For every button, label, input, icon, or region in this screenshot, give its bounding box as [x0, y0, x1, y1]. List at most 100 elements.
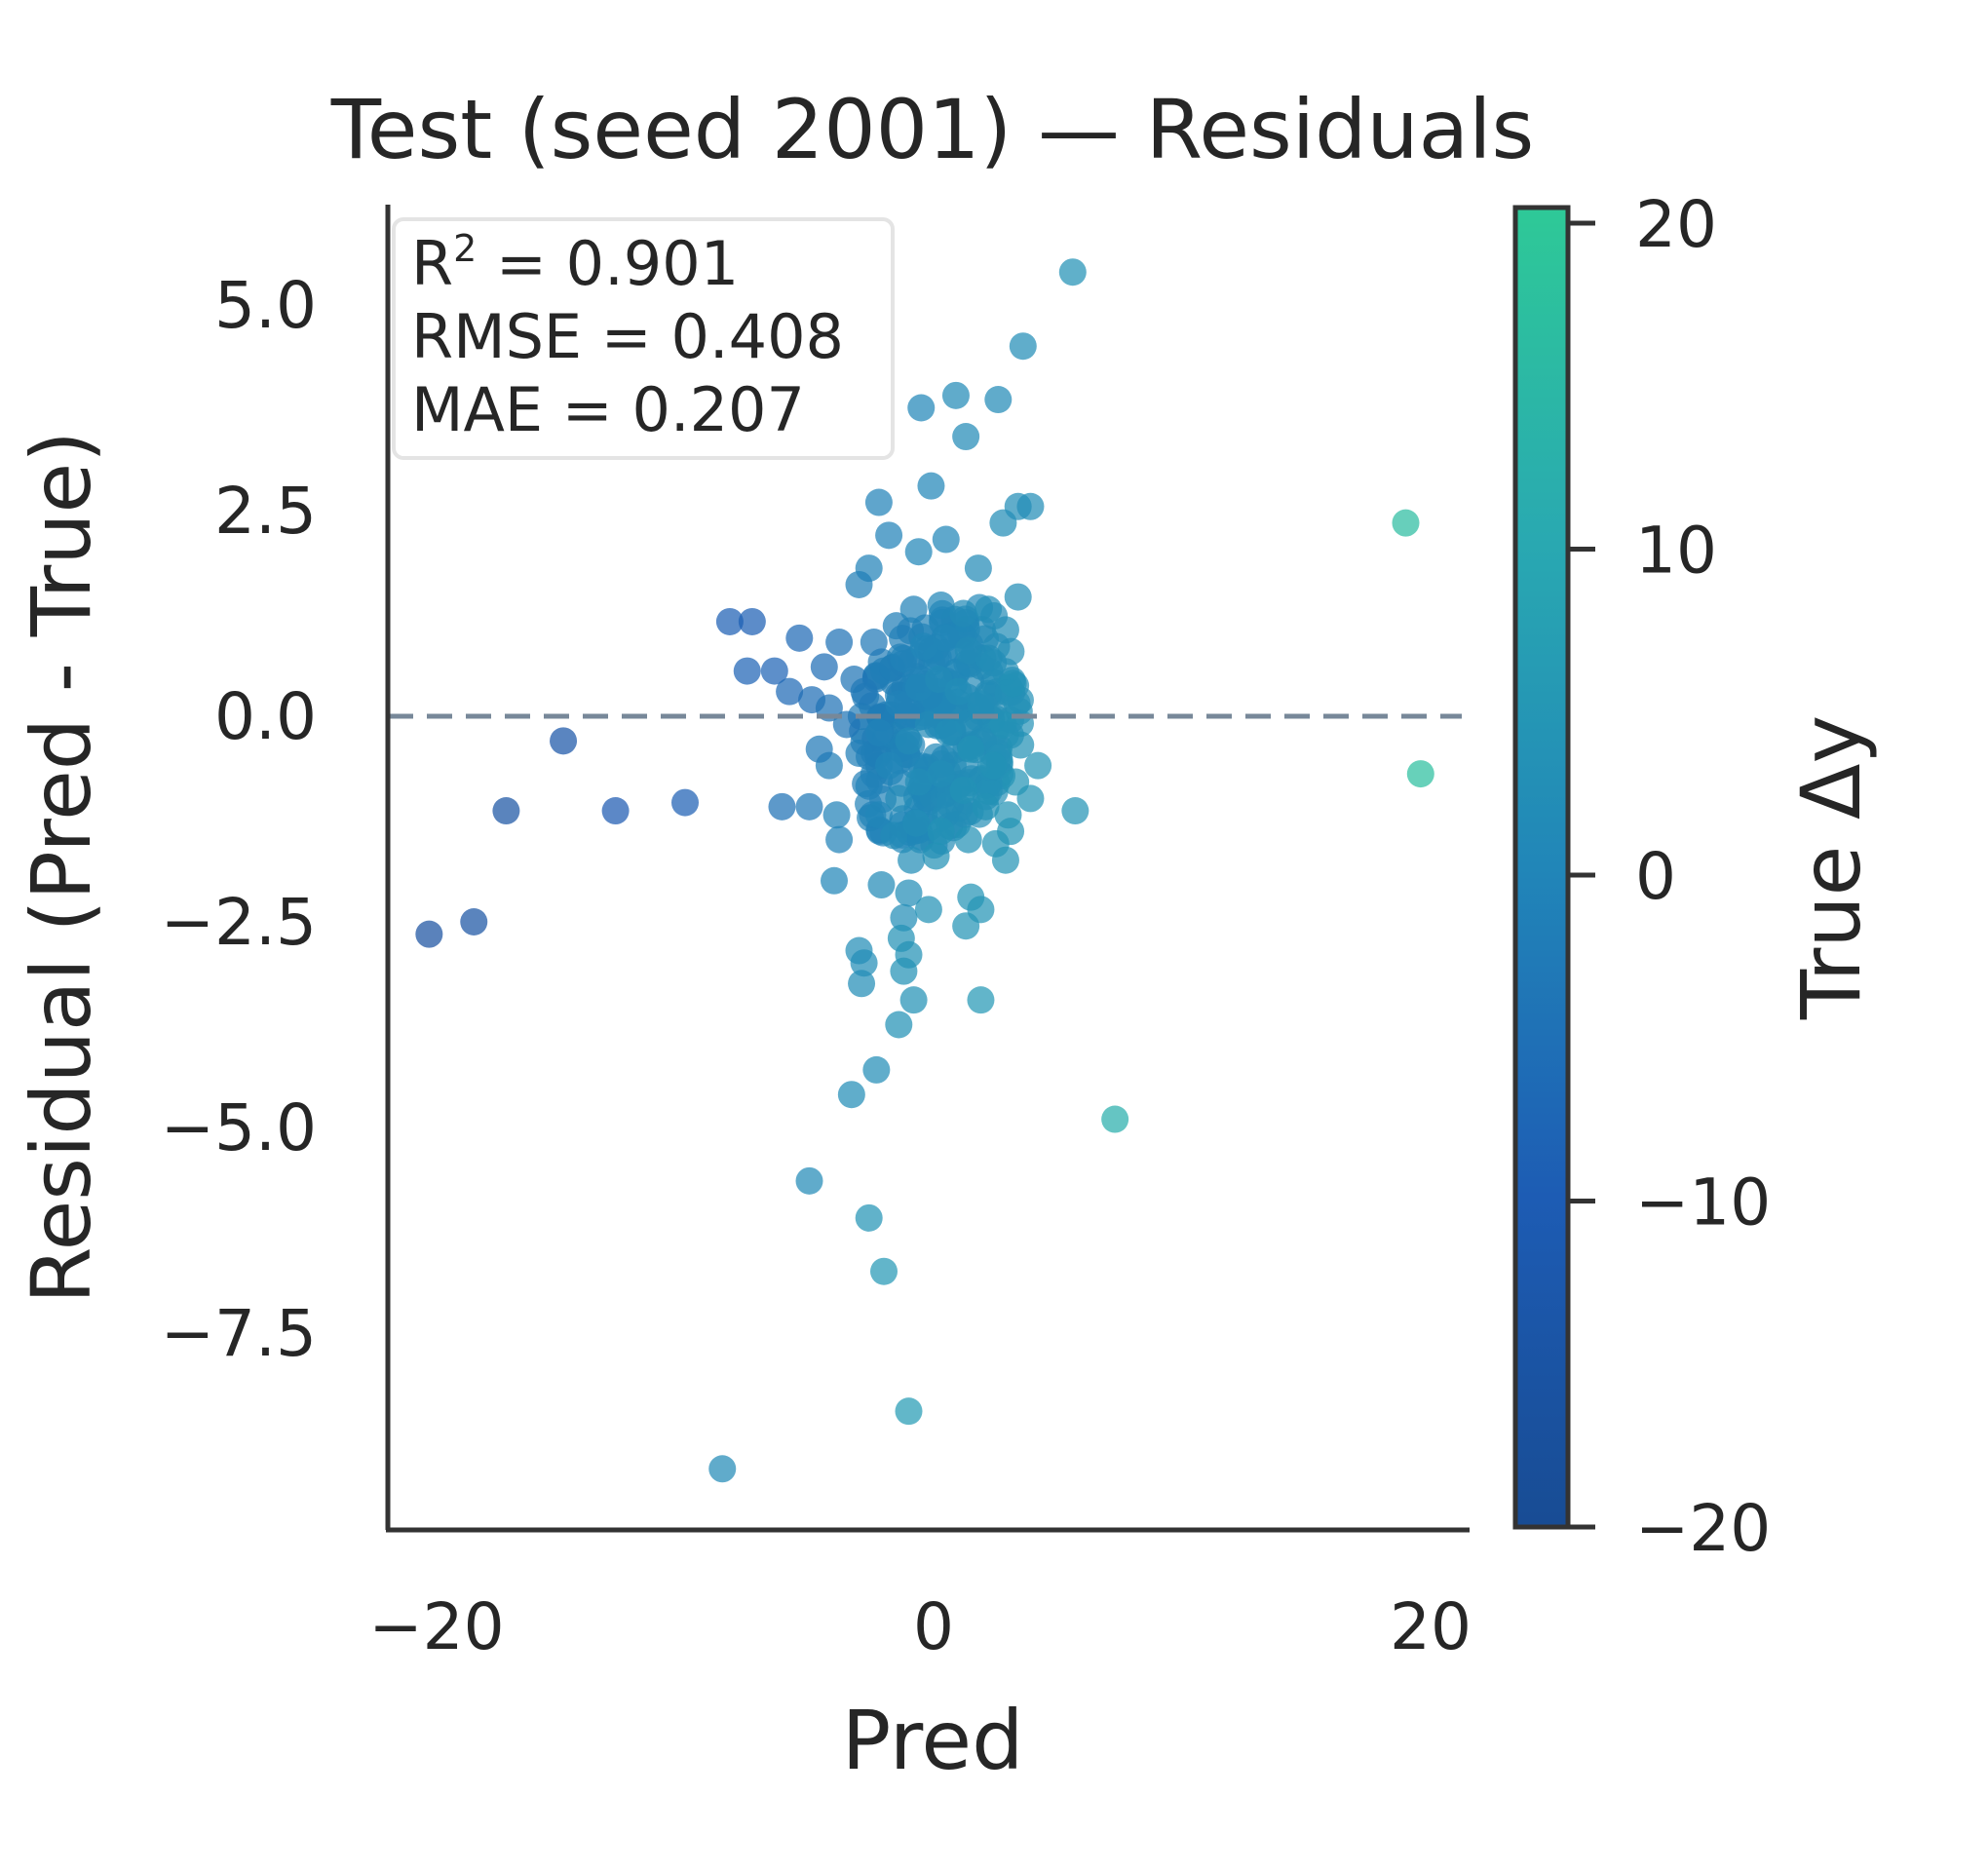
- data-point: [855, 772, 883, 800]
- data-point: [1009, 332, 1037, 361]
- data-point: [768, 792, 796, 821]
- data-point: [957, 735, 985, 763]
- data-point: [898, 846, 926, 874]
- y-tick-label: −2.5: [161, 885, 317, 960]
- colorbar-title: True Δy: [1783, 715, 1879, 1020]
- data-points: [415, 258, 1434, 1483]
- data-point: [795, 1166, 823, 1195]
- data-point: [1016, 492, 1045, 520]
- colorbar-tick-label: 20: [1635, 187, 1717, 262]
- data-point: [738, 607, 766, 635]
- data-point: [909, 632, 937, 661]
- data-point: [890, 903, 918, 932]
- data-point: [845, 739, 873, 767]
- data-point: [941, 381, 970, 409]
- data-point: [991, 846, 1019, 874]
- colorbar: 20 10 0 −10 −20 True Δy: [1512, 187, 1879, 1566]
- data-point: [904, 768, 933, 796]
- data-point: [805, 735, 833, 763]
- data-point: [954, 825, 982, 854]
- data-point: [864, 718, 893, 746]
- data-point: [550, 727, 578, 755]
- stats-r2-sup: 2: [453, 227, 477, 270]
- data-point: [949, 776, 977, 804]
- data-point: [822, 801, 851, 829]
- data-point: [917, 472, 945, 500]
- data-point: [935, 718, 963, 746]
- data-point: [899, 595, 928, 624]
- data-point: [927, 760, 955, 788]
- y-tick-label: 0.0: [214, 679, 317, 754]
- data-point: [1392, 509, 1420, 537]
- data-point: [949, 599, 977, 628]
- y-tick-label: 2.5: [214, 474, 317, 549]
- data-point: [1004, 583, 1032, 611]
- colorbar-tick-label: −20: [1635, 1491, 1771, 1566]
- data-point: [1024, 751, 1052, 780]
- data-point: [885, 690, 913, 718]
- data-point: [1007, 731, 1035, 759]
- y-axis-title-group: Residual (Pred - True): [14, 431, 109, 1304]
- data-point: [845, 570, 873, 598]
- data-point: [1101, 1105, 1129, 1133]
- data-point: [932, 525, 960, 554]
- data-point: [850, 949, 878, 977]
- data-point: [991, 616, 1019, 644]
- data-point: [885, 784, 913, 813]
- x-axis-title: Pred: [842, 1693, 1024, 1788]
- data-point: [895, 1397, 923, 1426]
- data-point: [967, 986, 995, 1014]
- data-point: [715, 607, 744, 635]
- stats-r2: R2 = 0.901: [411, 227, 739, 299]
- x-tick-label: 20: [1390, 1589, 1472, 1664]
- stats-mae: MAE = 0.207: [411, 374, 805, 445]
- data-point: [895, 727, 923, 755]
- data-point: [932, 624, 960, 652]
- data-point: [899, 986, 928, 1014]
- data-point: [944, 677, 973, 706]
- x-tick-labels: −20 0 20: [368, 1589, 1472, 1664]
- data-point: [904, 538, 933, 566]
- data-point: [860, 629, 888, 657]
- data-point: [952, 912, 980, 940]
- data-point: [895, 879, 923, 907]
- data-point: [954, 636, 982, 665]
- x-tick-label: 0: [913, 1589, 954, 1664]
- data-point: [1406, 760, 1434, 788]
- data-point: [927, 818, 955, 846]
- y-tick-label: −5.0: [161, 1090, 317, 1165]
- data-point: [821, 866, 848, 895]
- data-point: [914, 896, 942, 924]
- data-point: [870, 1257, 898, 1285]
- data-point: [492, 797, 520, 825]
- data-point: [989, 509, 1017, 537]
- data-point: [999, 669, 1027, 698]
- y-tick-labels: 5.0 2.5 0.0 −2.5 −5.0 −7.5: [161, 268, 317, 1371]
- data-point: [885, 1011, 913, 1039]
- colorbar-gradient: [1512, 205, 1571, 1530]
- stats-r2-label: R: [411, 228, 453, 299]
- data-point: [601, 797, 630, 825]
- y-axis-title: Residual (Pred - True): [14, 431, 109, 1304]
- colorbar-tick-label: 10: [1635, 514, 1717, 589]
- data-point: [880, 821, 908, 850]
- y-tick-label: 5.0: [214, 268, 317, 343]
- chart-title: Test (seed 2001) — Residuals: [330, 82, 1535, 177]
- data-point: [415, 920, 443, 948]
- data-point: [708, 1455, 737, 1483]
- colorbar-tick-label: −10: [1635, 1165, 1771, 1241]
- data-point: [850, 677, 878, 706]
- stats-r2-value: = 0.901: [477, 228, 739, 299]
- data-point: [810, 653, 838, 681]
- data-point: [862, 1055, 891, 1084]
- colorbar-tick-label: 0: [1635, 839, 1676, 914]
- data-point: [927, 592, 955, 620]
- data-point: [972, 792, 1000, 821]
- data-point: [825, 629, 854, 657]
- data-point: [952, 423, 980, 451]
- colorbar-title-group: True Δy: [1783, 715, 1879, 1020]
- data-point: [460, 908, 488, 936]
- data-point: [925, 666, 953, 694]
- data-point: [890, 644, 918, 672]
